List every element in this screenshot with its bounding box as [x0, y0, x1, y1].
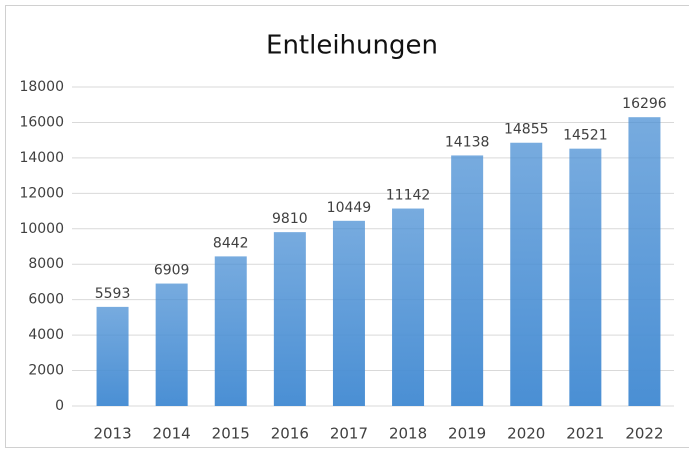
y-tick-label: 10000 — [19, 221, 64, 237]
y-tick-label: 0 — [55, 398, 64, 414]
data-label: 16296 — [622, 96, 667, 112]
y-tick-label: 16000 — [19, 114, 64, 130]
y-tick-label: 12000 — [19, 185, 64, 201]
y-tick-label: 8000 — [28, 256, 64, 272]
bar — [392, 208, 425, 406]
x-tick-label: 2014 — [153, 425, 191, 443]
bar — [96, 306, 129, 406]
data-label: 6909 — [154, 263, 190, 279]
y-tick-label: 18000 — [19, 79, 64, 95]
y-tick-label: 6000 — [28, 292, 64, 308]
bar — [510, 142, 543, 406]
data-label: 14521 — [563, 128, 608, 144]
x-tick-label: 2021 — [566, 425, 604, 443]
y-tick-label: 14000 — [19, 150, 64, 166]
y-tick-label: 4000 — [28, 327, 64, 343]
bar — [214, 256, 247, 406]
data-label: 14138 — [445, 134, 490, 150]
x-tick-label: 2017 — [330, 425, 368, 443]
data-label: 10449 — [327, 200, 372, 216]
x-tick-label: 2019 — [448, 425, 486, 443]
bar — [155, 283, 188, 406]
bar — [332, 220, 365, 406]
bar — [569, 148, 602, 406]
x-tick-label: 2013 — [93, 425, 131, 443]
x-tick-label: 2015 — [212, 425, 250, 443]
x-tick-label: 2018 — [389, 425, 427, 443]
bar — [273, 232, 306, 406]
data-label: 9810 — [272, 211, 308, 227]
data-label: 8442 — [213, 235, 249, 251]
chart-title: Entleihungen — [266, 31, 438, 61]
bar — [451, 155, 484, 406]
x-tick-label: 2022 — [625, 425, 663, 443]
data-label: 5593 — [95, 286, 131, 302]
data-label: 14855 — [504, 122, 549, 138]
bar — [628, 117, 661, 406]
y-tick-label: 2000 — [28, 363, 64, 379]
x-tick-label: 2016 — [271, 425, 309, 443]
data-label: 11142 — [386, 188, 431, 204]
x-tick-label: 2020 — [507, 425, 545, 443]
